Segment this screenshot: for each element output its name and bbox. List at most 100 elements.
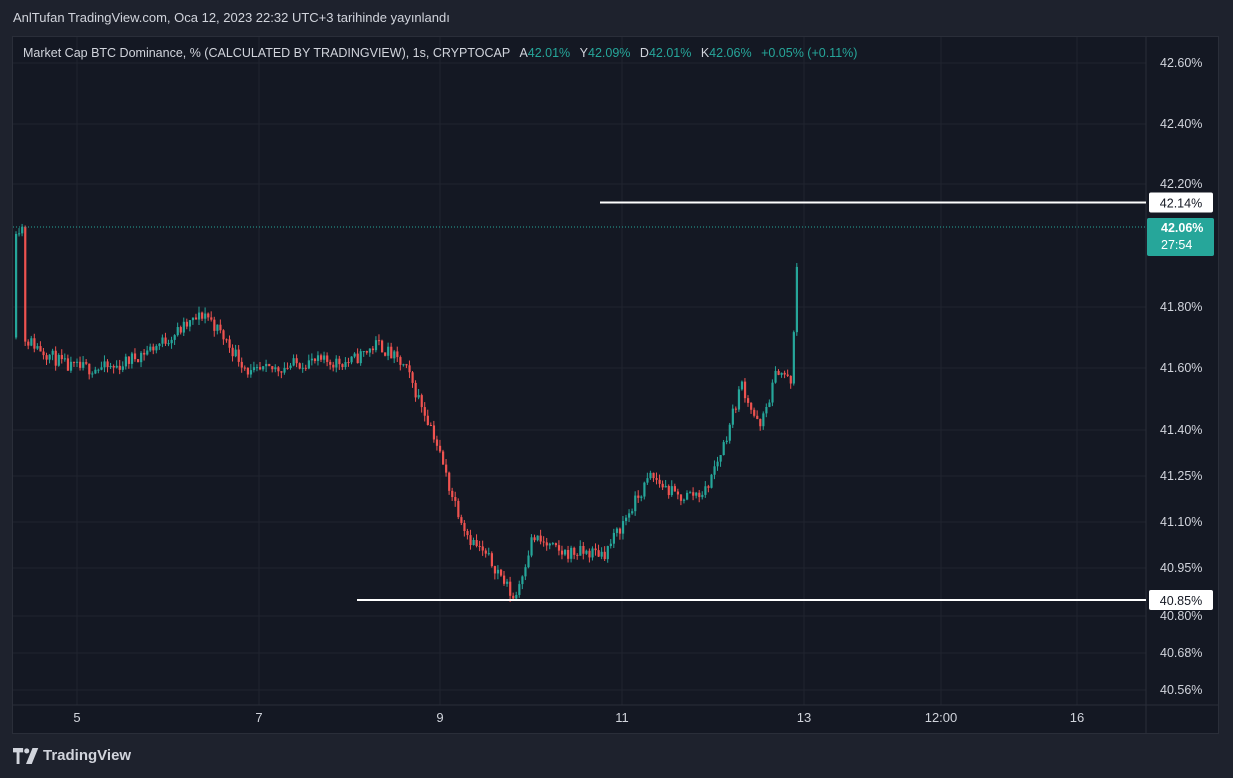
candle-body xyxy=(332,364,335,368)
candle-body xyxy=(506,581,509,584)
y-tick-label: 41.40% xyxy=(1160,423,1202,437)
candle-body xyxy=(255,367,259,369)
candle-body xyxy=(435,439,439,446)
candle-body xyxy=(701,494,704,498)
candle-body xyxy=(591,548,594,558)
candle-body xyxy=(789,375,792,384)
candle-body xyxy=(643,482,646,497)
last-price-label: 42.06% xyxy=(1161,221,1203,235)
candle-body xyxy=(277,367,280,372)
candle-body xyxy=(82,362,85,368)
candle-body xyxy=(15,233,18,338)
candle-body xyxy=(283,367,286,373)
candle-body xyxy=(689,492,692,494)
candle-body xyxy=(737,389,741,410)
candle-body xyxy=(377,340,381,342)
candle-body xyxy=(646,478,649,483)
candle-body xyxy=(393,351,396,359)
candle-body xyxy=(631,511,634,514)
candle-body xyxy=(207,313,210,318)
candle-body xyxy=(579,546,582,556)
tradingview-footer[interactable]: TradingView xyxy=(13,747,131,764)
candle-body xyxy=(396,351,399,358)
candle-body xyxy=(85,362,88,364)
candle-body xyxy=(295,358,298,364)
candle-body xyxy=(121,366,124,370)
candle-body xyxy=(649,472,652,479)
candle-body xyxy=(39,346,42,352)
chart-area[interactable] xyxy=(12,36,1219,734)
candle-body xyxy=(542,541,545,543)
candle-body xyxy=(408,365,411,373)
candle-body xyxy=(573,547,576,555)
candle-body xyxy=(661,483,664,488)
candle-body xyxy=(51,350,54,355)
candle-body xyxy=(249,370,253,375)
candle-body xyxy=(612,532,615,544)
candle-body xyxy=(530,537,533,556)
candle-body xyxy=(201,312,204,319)
candle-body xyxy=(88,363,91,375)
candle-body xyxy=(362,351,365,353)
candle-body xyxy=(682,499,686,501)
candle-body xyxy=(381,340,384,353)
candle-body xyxy=(33,338,36,349)
candle-body xyxy=(198,312,201,320)
candle-body xyxy=(734,408,737,410)
y-tick-label: 40.95% xyxy=(1160,561,1202,575)
candle-body xyxy=(313,358,317,361)
candle-body xyxy=(548,543,551,546)
candle-body xyxy=(359,351,362,364)
y-tick-label: 40.80% xyxy=(1160,609,1202,623)
candle-body xyxy=(582,546,585,554)
level-price-tag xyxy=(1149,590,1213,610)
x-tick-label: 11 xyxy=(615,710,629,725)
candle-body xyxy=(45,355,48,360)
candle-body xyxy=(487,553,490,555)
candle-body xyxy=(463,522,466,532)
candle-body xyxy=(57,354,60,366)
candle-body xyxy=(18,233,21,235)
candle-body xyxy=(499,569,503,576)
last-price-tag xyxy=(1147,218,1214,257)
candle-body xyxy=(143,352,146,355)
candle-body xyxy=(747,398,750,403)
candle-body xyxy=(652,472,655,479)
candle-body xyxy=(21,226,24,234)
candle-body xyxy=(438,445,442,452)
level-price-tag xyxy=(1149,192,1213,213)
symbol-legend: Market Cap BTC Dominance, % (CALCULATED … xyxy=(23,46,857,60)
candle-body xyxy=(176,327,179,336)
candle-body xyxy=(79,361,82,368)
candle-body xyxy=(60,354,63,360)
candle-body xyxy=(713,466,716,475)
candle-body xyxy=(551,543,554,545)
candle-body xyxy=(539,535,542,542)
candle-body xyxy=(76,361,79,363)
candle-body xyxy=(63,358,66,360)
candle-body xyxy=(472,540,475,546)
candle-body xyxy=(307,360,310,369)
candle-body xyxy=(48,354,51,360)
candle-body xyxy=(173,335,176,340)
candle-body xyxy=(795,266,798,333)
candle-body xyxy=(728,424,731,441)
candle-body xyxy=(426,415,429,425)
candle-body xyxy=(576,554,579,556)
candle-body xyxy=(750,402,753,410)
y-tick-label: 42.60% xyxy=(1160,56,1202,70)
candle-body xyxy=(350,356,353,363)
candle-body xyxy=(365,351,368,353)
candle-body xyxy=(496,569,500,574)
candle-body xyxy=(780,372,783,375)
candle-body xyxy=(743,381,747,399)
candle-body xyxy=(118,365,121,370)
candle-body xyxy=(442,451,445,465)
candle-body xyxy=(503,575,506,584)
legend-open-label: A xyxy=(519,46,528,60)
x-tick-label: 13 xyxy=(797,710,811,725)
candle-body xyxy=(280,371,283,373)
legend-title: Market Cap BTC Dominance, % (CALCULATED … xyxy=(23,46,510,60)
candle-body xyxy=(54,350,57,366)
